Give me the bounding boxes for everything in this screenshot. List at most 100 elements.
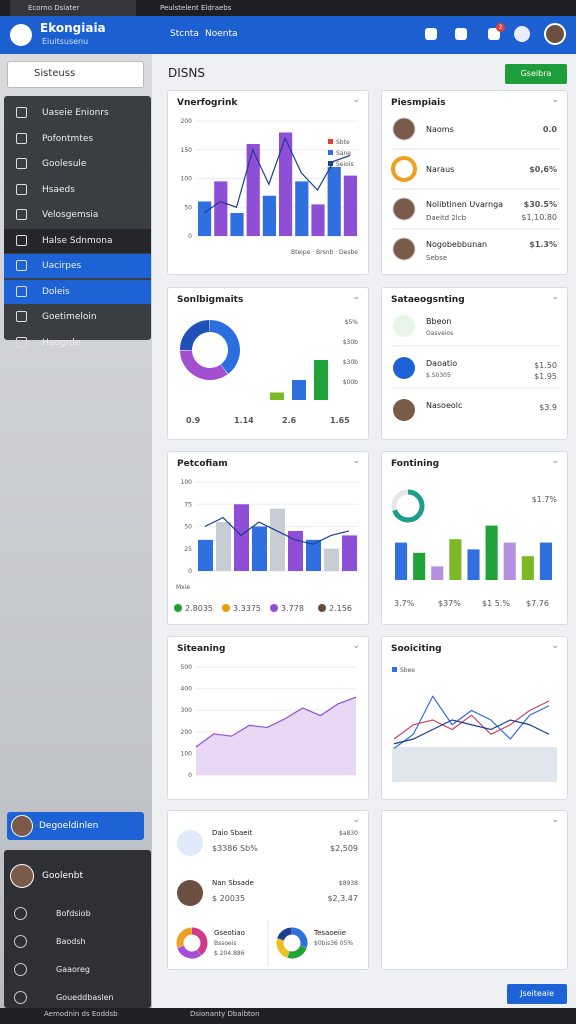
donut-value: $ 204.886 (214, 950, 245, 957)
stat-value: 2.156 (329, 604, 352, 613)
person-name: Nogobebbunan (426, 240, 487, 249)
ring-label: $1.7% (532, 495, 558, 504)
menu-icon (16, 311, 27, 322)
profile-avatar (11, 815, 33, 837)
avatar[interactable] (544, 23, 566, 45)
account-name: Nan Sbsade (212, 879, 254, 887)
submenu-item[interactable]: Gaaoreg (10, 958, 140, 982)
bar (311, 204, 325, 236)
card-menu[interactable]: ⌄ (352, 95, 360, 105)
profile-button[interactable]: Degoeldinlen (7, 812, 144, 840)
y-tick-label: 100 (181, 176, 193, 183)
trend-line (204, 516, 350, 545)
badge: 2 (496, 23, 505, 32)
footer-button[interactable]: Jseiteaie (507, 984, 567, 1004)
nav-link[interactable]: Noenta (205, 29, 238, 39)
side-label: $30b (343, 339, 358, 346)
menu-item[interactable]: Uaseie Enionrs (4, 101, 151, 125)
card-menu[interactable]: ⌄ (352, 456, 360, 466)
person-name: Naoms (426, 125, 454, 134)
menu-item[interactable]: Hsaeds (4, 178, 151, 202)
account-value: $3386 Sb% (212, 844, 258, 853)
card-menu[interactable]: ⌄ (551, 95, 559, 105)
header-icon[interactable] (455, 28, 467, 40)
bar (327, 167, 341, 236)
card-menu[interactable]: ⌄ (551, 815, 559, 825)
card-menu[interactable]: ⌄ (551, 292, 559, 302)
bar (521, 556, 534, 580)
legend-label: Sane (336, 150, 351, 157)
bar (216, 522, 231, 571)
person-name: Nolibtinen Uvarnga (426, 200, 503, 209)
bar (252, 526, 267, 571)
donut-name: Tesaoeiie (313, 929, 346, 937)
donut-sub: Bssoeis (214, 940, 237, 947)
menu-item[interactable]: Haogrde (4, 331, 151, 355)
y-tick-label: 200 (181, 118, 193, 125)
ring-value (392, 489, 425, 523)
menu-item[interactable]: Halse Sdnmona (4, 228, 151, 253)
bar (306, 539, 321, 571)
browser-tab[interactable]: Ecorno Dsiater (10, 0, 136, 16)
menu-item[interactable]: Doleis (4, 279, 151, 304)
bar (395, 542, 408, 580)
menu-item[interactable]: Goetimeloin (4, 305, 151, 329)
card-chart: 0 50 100 150 200 Sbte Sane Seiois Bteipe · Brsnb… (181, 118, 359, 256)
menu-item[interactable]: Pofontmtes (4, 127, 151, 151)
map-area (392, 747, 557, 782)
card-menu[interactable]: ⌄ (352, 815, 360, 825)
primary-button[interactable]: Gseibra (505, 64, 567, 84)
card: Sonlbigmaits ⌄ $5% $30b $30b $00b 0.9 1.14 2.6 1.… (167, 287, 369, 440)
menu-item[interactable]: Uacirpes (4, 254, 151, 278)
card-title: Sooiciting (391, 644, 442, 654)
card-menu[interactable]: ⌄ (551, 641, 559, 651)
bar (342, 535, 357, 571)
y-tick-label: 500 (181, 664, 193, 671)
user-avatar (10, 864, 34, 888)
menu-icon (16, 132, 27, 144)
card-title: Piesmpiais (391, 98, 446, 108)
header-icon[interactable] (425, 28, 437, 40)
submenu-item[interactable]: Goueddbaslen (10, 986, 140, 1010)
menu-item[interactable]: Goolesule (4, 152, 151, 176)
person-name: Naraus (426, 165, 454, 174)
card: Fontining ⌄ $1.7% 3.7% $37% $1 5.% $7.76 (381, 451, 568, 625)
bar (214, 181, 228, 236)
y-tick-label: 0 (188, 772, 192, 779)
submenu-icon (14, 963, 27, 976)
legend-label: Seiois (336, 161, 354, 168)
donut-segment (191, 927, 208, 956)
help-icon[interactable] (514, 26, 530, 42)
stat-value: $7.76 (526, 599, 549, 608)
stat-value: 3.3375 (233, 604, 261, 613)
menu-item[interactable]: Velosgemsia (4, 203, 151, 227)
legend-label: Sbee (400, 667, 415, 674)
submenu-item[interactable]: Baodsh (10, 930, 140, 954)
y-tick-label: 100 (181, 479, 193, 486)
legend-swatch (328, 161, 333, 166)
bar (449, 539, 462, 580)
card-title: Sonlbigmaits (177, 295, 244, 305)
submenu-icon (14, 935, 27, 948)
taskbar (0, 1008, 576, 1024)
card: Piesmpiais ⌄ Naoms 0.0 Naraus $0,6% Nolibtinen… (381, 90, 568, 275)
card-menu[interactable]: ⌄ (551, 456, 559, 466)
search-box[interactable]: Sisteuss (7, 61, 144, 88)
bar (413, 552, 426, 580)
bar (262, 195, 276, 236)
stat-value: 3.7% (394, 599, 415, 608)
card: Sooiciting ⌄ Sbee (381, 636, 568, 800)
card-chart (382, 811, 567, 969)
user-name[interactable]: Goolenbt (10, 862, 140, 890)
menu-icon (16, 107, 27, 118)
nav-link[interactable]: Stcnta (170, 29, 199, 39)
bar (295, 181, 309, 236)
card-menu[interactable]: ⌄ (352, 641, 360, 651)
stat-dot (174, 604, 182, 612)
card-menu[interactable]: ⌄ (352, 292, 360, 302)
account-right2: $2,509 (330, 844, 358, 853)
submenu-item[interactable]: Bofdsiob (10, 902, 140, 926)
card: ⌄ (381, 810, 568, 970)
browser-tab[interactable]: Peulstelent Eldraebs (142, 0, 268, 16)
trend-line (203, 136, 351, 214)
